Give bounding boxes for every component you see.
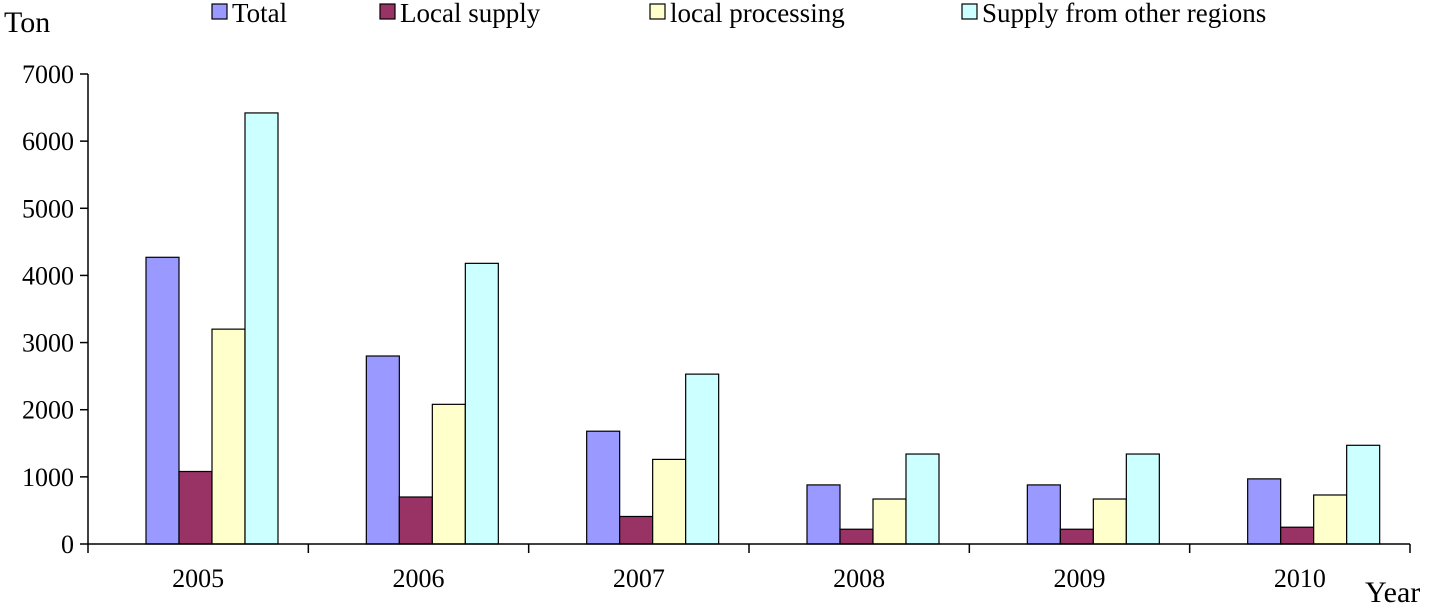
bar-local-supply-2010 [1280, 526, 1315, 545]
x-tick-label: 2009 [1054, 564, 1106, 593]
bar-local-processing-2007 [652, 458, 687, 545]
legend-item-total: Total [211, 0, 287, 28]
bar-local-processing-2009 [1092, 498, 1127, 545]
bar-total-2009 [1026, 484, 1061, 545]
bars-group [145, 112, 1381, 545]
bar-supply-from-other-regions-2005 [244, 112, 279, 545]
bar-total-2010 [1247, 478, 1282, 545]
bar-local-supply-2009 [1059, 528, 1094, 545]
legend-item-local-supply: Local supply [379, 0, 541, 28]
y-tick-label: 6000 [22, 127, 74, 156]
legend-swatch [211, 3, 228, 20]
bar-supply-from-other-regions-2007 [685, 373, 720, 545]
bar-total-2006 [365, 355, 400, 545]
axes-group: 0 1000 2000 3000 4000 5000 6000 7000 2005 2006 200… [22, 60, 1411, 593]
bar-total-2008 [806, 484, 841, 545]
y-tick-label: 7000 [22, 60, 74, 89]
bar-supply-from-other-regions-2010 [1346, 444, 1381, 545]
x-tick-label: 2010 [1274, 564, 1326, 593]
legend: Total Local supply local processing Supply … [211, 0, 1266, 28]
bar-local-supply-2006 [398, 496, 433, 545]
y-tick-label: 1000 [22, 463, 74, 492]
y-tick-label: 4000 [22, 261, 74, 290]
bar-local-supply-2008 [839, 528, 874, 545]
legend-item-local-processing: local processing [649, 0, 845, 28]
legend-label: local processing [670, 0, 845, 28]
bar-total-2007 [586, 430, 621, 545]
legend-label: Supply from other regions [982, 0, 1266, 28]
y-tick-label: 5000 [22, 194, 74, 223]
y-axis-title: Ton [4, 6, 50, 39]
legend-swatch [961, 3, 978, 20]
x-axis-title: Year [1365, 576, 1420, 604]
legend-swatch [649, 3, 666, 20]
bar-local-processing-2006 [431, 403, 466, 545]
legend-item-supply-from-other-regions: Supply from other regions [961, 0, 1266, 28]
y-tick-label: 0 [61, 530, 74, 559]
legend-label: Total [232, 0, 287, 28]
x-tick-label: 2005 [172, 564, 224, 593]
bar-supply-from-other-regions-2009 [1125, 453, 1160, 545]
bar-local-processing-2005 [211, 328, 246, 545]
legend-label: Local supply [400, 0, 541, 28]
bar-local-supply-2007 [619, 515, 654, 545]
x-tick-label: 2007 [613, 564, 665, 593]
bar-supply-from-other-regions-2008 [905, 453, 940, 545]
x-tick-label: 2008 [833, 564, 885, 593]
x-tick-label: 2006 [393, 564, 445, 593]
bar-local-supply-2005 [178, 470, 213, 545]
y-tick-label: 3000 [22, 329, 74, 358]
bar-local-processing-2008 [872, 498, 907, 545]
bar-local-processing-2010 [1313, 494, 1348, 545]
legend-swatch [379, 3, 396, 20]
bar-supply-from-other-regions-2006 [464, 262, 499, 545]
bar-total-2005 [145, 256, 180, 545]
y-tick-label: 2000 [22, 396, 74, 425]
